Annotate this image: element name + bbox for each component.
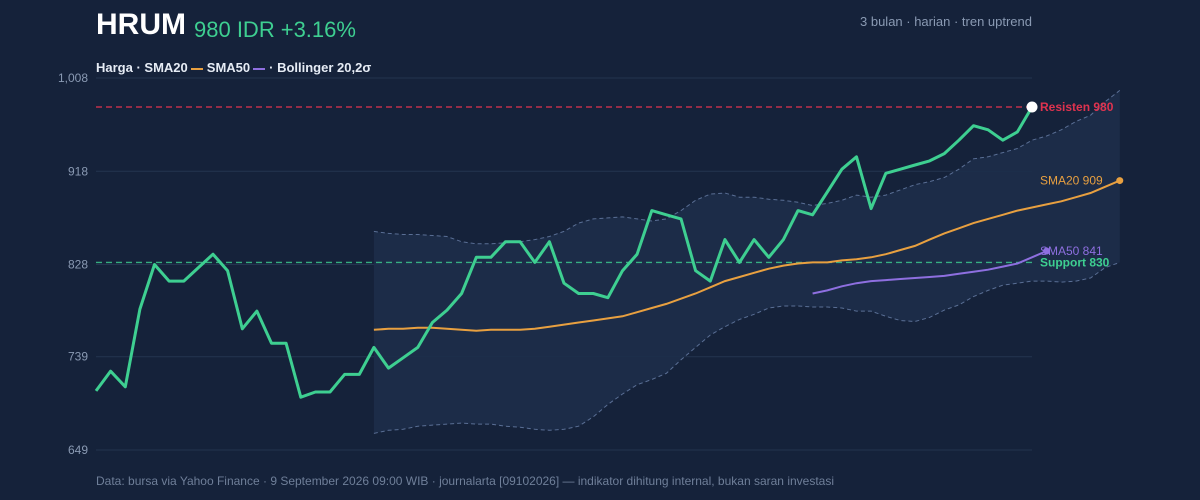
legend-bollinger: · Bollinger 20,2σ	[269, 60, 372, 75]
y-tick-label: 918	[68, 164, 88, 178]
sma50-end-label: SMA50 841	[1040, 244, 1103, 258]
chart-legend: Harga · SMA20 SMA50 · Bollinger 20,2σ	[96, 60, 371, 75]
y-tick-label: 649	[68, 443, 88, 457]
bollinger-upper-line	[373, 90, 1121, 245]
sma20-end-marker	[1116, 177, 1124, 185]
price-end-marker	[1026, 101, 1038, 113]
bollinger-lower-line	[373, 261, 1120, 434]
sma20-end-label: SMA20 909	[1040, 174, 1103, 188]
y-tick-label: 828	[68, 258, 88, 272]
price-line	[94, 106, 1034, 399]
footer-source: Data: bursa via Yahoo Finance · 9 Septem…	[96, 474, 834, 488]
price-change: +3.16%	[280, 17, 356, 42]
legend-sma50: SMA50	[206, 60, 251, 75]
resistance-label: Resisten 980	[1040, 100, 1114, 114]
sma20-line	[373, 179, 1121, 332]
y-tick-label: 1,008	[58, 71, 88, 85]
legend-price: Harga ·	[96, 60, 141, 75]
y-tick-label: 739	[68, 350, 88, 364]
current-price: 980 IDR	[194, 17, 275, 42]
legend-sma50-swatch	[253, 67, 266, 70]
legend-sma20: SMA20	[144, 60, 188, 75]
chart-meta: 3 bulan · harian · tren uptrend	[860, 14, 1032, 29]
support-label: Support 830	[1040, 255, 1110, 269]
price-quote: 980 IDR +3.16%	[194, 17, 362, 43]
legend-sma20-swatch	[190, 67, 203, 70]
sma50-end-marker	[1043, 247, 1051, 255]
sma50-line	[812, 250, 1047, 295]
ticker-symbol: HRUM	[96, 8, 186, 41]
